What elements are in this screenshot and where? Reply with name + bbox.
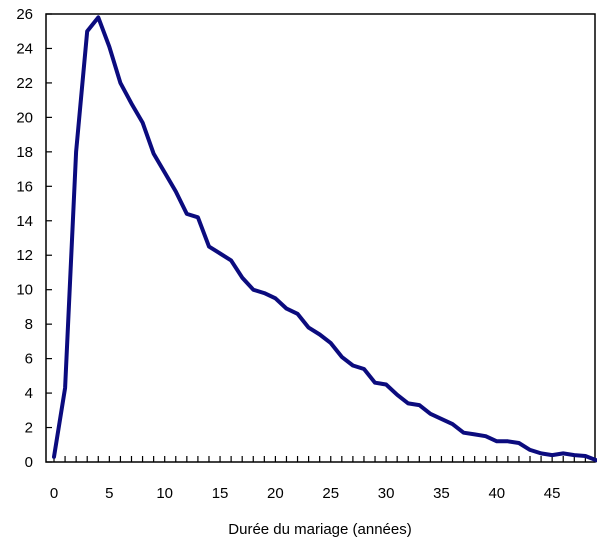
y-tick-label: 18	[16, 144, 33, 161]
series-layer	[54, 17, 597, 460]
y-tick-label: 14	[16, 213, 33, 230]
x-tick-label: 25	[322, 485, 339, 502]
x-tick-label: 35	[433, 485, 450, 502]
x-tick-label: 20	[267, 485, 284, 502]
y-tick-label: 8	[25, 316, 33, 333]
x-tick-label: 15	[212, 485, 229, 502]
y-tick-label: 6	[25, 351, 33, 368]
y-tick-label: 2	[25, 420, 33, 437]
y-tick-label: 20	[16, 109, 33, 126]
series-line	[54, 17, 596, 460]
y-tick-label: 16	[16, 178, 33, 195]
x-tick-label: 40	[488, 485, 505, 502]
y-tick-label: 26	[16, 6, 33, 23]
y-tick-label: 0	[25, 454, 33, 471]
y-tick-label: 12	[16, 247, 33, 264]
y-tick-label: 24	[16, 40, 33, 57]
y-tick-label: 4	[25, 385, 33, 402]
x-axis-title: Durée du mariage (années)	[228, 521, 411, 538]
x-tick-label: 0	[50, 485, 58, 502]
x-axis: 0 5 10 15 20 25 30 35 40 45	[50, 456, 586, 502]
y-tick-label: 10	[16, 282, 33, 299]
x-tick-label: 5	[105, 485, 113, 502]
x-tick-label: 45	[544, 485, 561, 502]
plot-area-frame	[46, 14, 595, 462]
x-tick-label: 30	[378, 485, 395, 502]
x-tick-label: 10	[156, 485, 173, 502]
y-tick-label: 22	[16, 75, 33, 92]
